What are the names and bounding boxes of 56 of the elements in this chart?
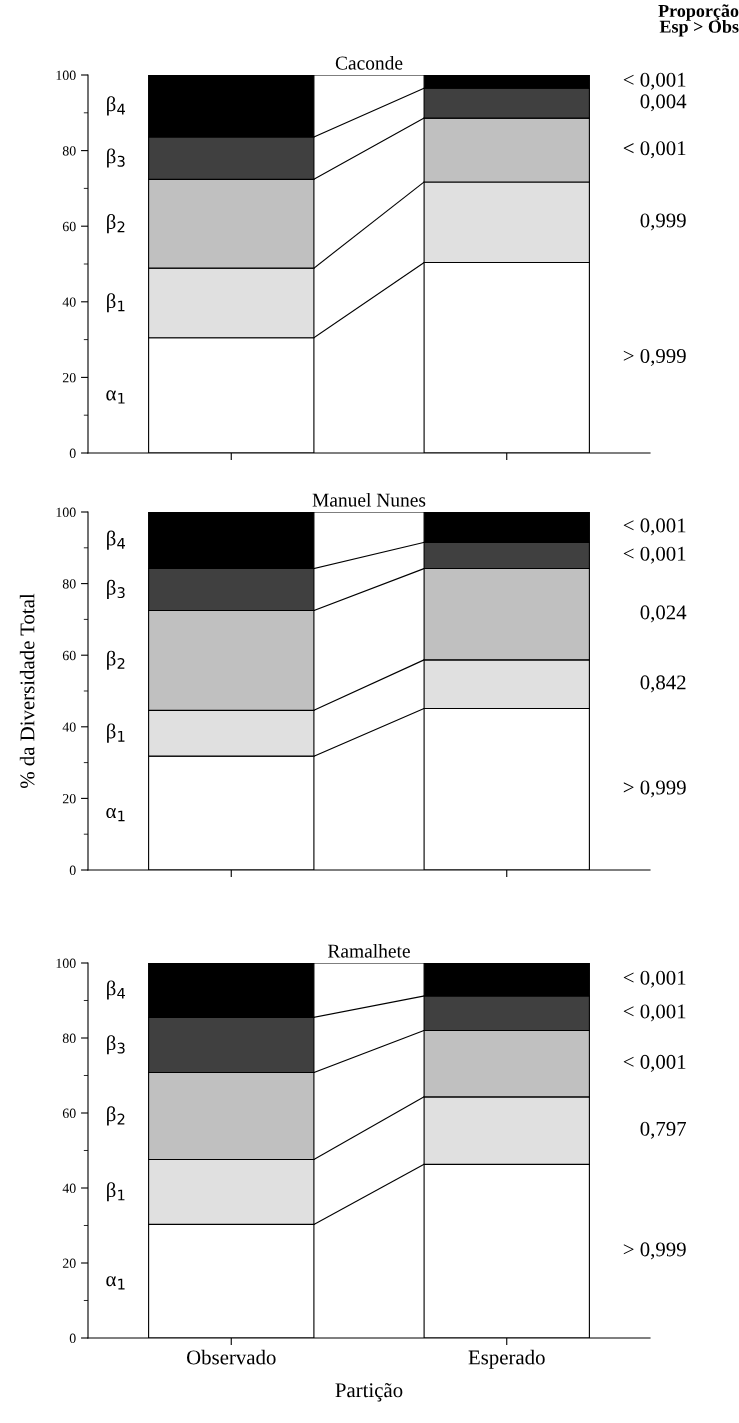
y-tick-label: 80	[62, 1033, 76, 1043]
series-label: β$_{2}$	[107, 1106, 125, 1126]
series-label: β$_{4}$	[107, 530, 125, 550]
series-label: β$_{4}$	[107, 980, 125, 1000]
y-tick-label: 100	[56, 507, 76, 517]
chart-title: Caconde	[335, 55, 403, 70]
y-tick-label: 20	[62, 372, 76, 383]
series-label: α$_{1}$	[106, 808, 125, 822]
y-tick-label: 40	[62, 1183, 76, 1193]
y-tick-label: 60	[62, 221, 76, 232]
chart-title: Ramalhete	[327, 943, 410, 958]
y-tick-label: 100	[56, 70, 76, 80]
y-tick-label: 0	[69, 865, 76, 875]
annotation: > 0,999	[623, 780, 686, 798]
y-axis-title: % da Diversidade Total	[19, 593, 35, 789]
annotation: 0,024	[640, 605, 687, 623]
annotation: < 0,001	[623, 1054, 686, 1072]
y-tick-label: 0	[69, 448, 76, 458]
series-label: β$_{4}$	[107, 96, 125, 116]
annotation: < 0,001	[623, 72, 686, 90]
series-label: β$_{1}$	[107, 723, 125, 743]
y-tick-label: 60	[62, 650, 76, 661]
series-label: β$_{1}$	[107, 293, 125, 313]
y-tick-label: 100	[56, 958, 76, 968]
series-label: α$_{1}$	[106, 390, 125, 404]
x-tick-label: Observado	[186, 1349, 276, 1365]
annotation: < 0,001	[623, 1004, 686, 1022]
series-label: α$_{1}$	[106, 1276, 125, 1290]
series-label: β$_{3}$	[107, 1035, 125, 1055]
series-label: β$_{3}$	[107, 579, 125, 599]
x-axis-title: Partição	[335, 1383, 403, 1402]
text: Proporção Esp > Obs	[658, 4, 739, 37]
annotation: 0,999	[640, 213, 686, 231]
annotation: > 0,999	[623, 1242, 686, 1260]
series-label: β$_{2}$	[107, 650, 125, 670]
x-tick-label: Esperado	[468, 1349, 545, 1369]
annotation: 0,797	[640, 1121, 687, 1139]
y-tick-label: 20	[62, 1258, 76, 1268]
annotation: < 0,001	[623, 141, 686, 159]
annotation: < 0,001	[623, 546, 686, 564]
y-tick-label: 60	[62, 1108, 76, 1118]
series-label: β$_{3}$	[107, 148, 125, 168]
annotation: 0,842	[640, 675, 686, 693]
annotation: 0,004	[640, 94, 687, 112]
y-tick-label: 0	[69, 1333, 76, 1343]
y-tick-label: 40	[62, 722, 76, 732]
y-tick-label: 20	[62, 793, 76, 804]
series-label: β$_{1}$	[107, 1182, 125, 1202]
chart-title: Manuel Nunes	[312, 492, 426, 507]
y-tick-label: 80	[62, 579, 76, 589]
y-tick-label: 80	[62, 146, 76, 156]
series-label: β$_{2}$	[107, 214, 125, 234]
y-tick-label: 40	[62, 297, 76, 307]
annotation: < 0,001	[623, 518, 686, 536]
annotation: > 0,999	[623, 348, 686, 366]
annotation: < 0,001	[623, 970, 686, 988]
